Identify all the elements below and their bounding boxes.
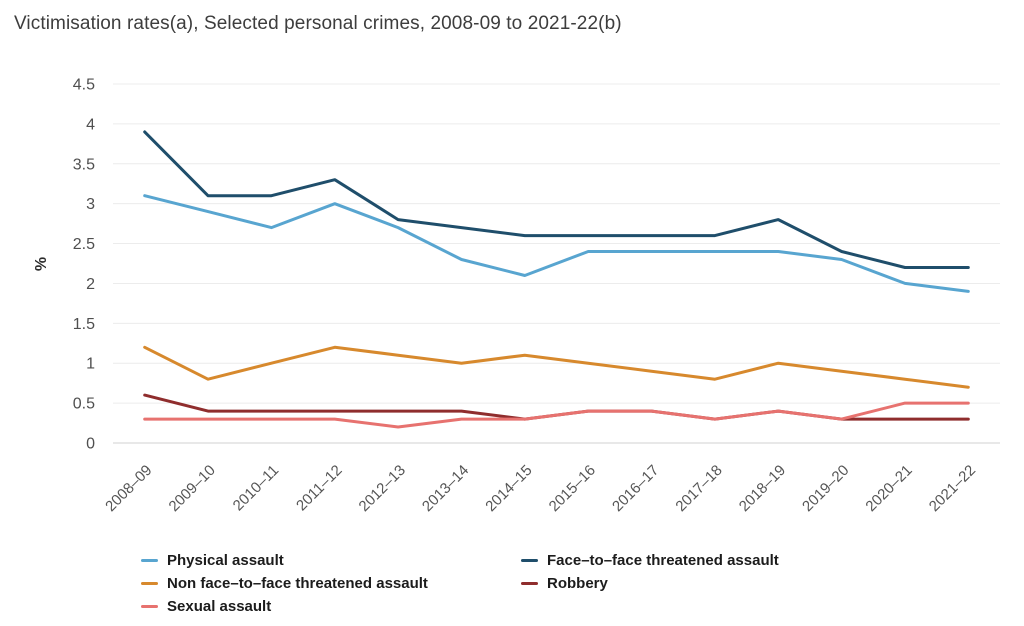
- legend-item-face-to-face-threatened-assault[interactable]: Face–to–face threatened assault: [521, 551, 779, 569]
- y-axis-tick-label: 0.5: [73, 396, 95, 413]
- x-axis-tick-label: 2019–20: [799, 462, 852, 515]
- legend-item-physical-assault[interactable]: Physical assault: [141, 551, 521, 569]
- legend-item-robbery[interactable]: Robbery: [521, 574, 779, 592]
- x-axis-tick-label: 2021–22: [926, 462, 979, 515]
- legend-swatch-physical-assault: [141, 558, 158, 562]
- chart-legend: Physical assault Face–to–face threatened …: [141, 551, 779, 615]
- legend-label: Face–to–face threatened assault: [547, 551, 779, 569]
- y-axis-tick-label: 1: [86, 356, 95, 373]
- y-axis-tick-label: 2: [86, 276, 95, 293]
- y-axis-tick-label: 3: [86, 196, 95, 213]
- legend-item-non-face-to-face-threatened-assault[interactable]: Non face–to–face threatened assault: [141, 574, 521, 592]
- y-axis-tick-label: 4: [86, 116, 95, 133]
- legend-swatch-non-face-to-face-threatened-assault: [141, 581, 158, 585]
- x-axis-tick-label: 2015–16: [546, 462, 599, 515]
- x-axis-tick-label: 2017–18: [672, 462, 725, 515]
- y-axis-tick-label: 3.5: [73, 156, 95, 173]
- series-line-sexual-assault[interactable]: [143, 401, 970, 429]
- legend-label: Non face–to–face threatened assault: [167, 574, 428, 592]
- legend-label: Physical assault: [167, 551, 284, 569]
- y-axis-unit-label: %: [33, 257, 50, 271]
- y-axis-tick-label: 1.5: [73, 316, 95, 333]
- x-axis-tick-label: 2010–11: [230, 462, 283, 515]
- series-line-face-to-face-threatened-assault[interactable]: [143, 130, 970, 269]
- x-axis-tick-label: 2011–12: [293, 462, 346, 515]
- chart-title: Victimisation rates(a), Selected persona…: [14, 13, 622, 34]
- legend-label: Robbery: [547, 574, 608, 592]
- series-line-physical-assault[interactable]: [143, 194, 970, 293]
- x-axis-tick-label: 2018–19: [736, 462, 789, 515]
- x-axis-tick-label: 2008–09: [102, 462, 155, 515]
- x-axis-tick-label: 2012–13: [356, 462, 409, 515]
- victimisation-line-chart: 0 0.5 1 1.5 2 2.5 3 3.5 4 4.5% 2008–09 2009–10 2010–…: [33, 77, 1000, 515]
- series-line-non-face-to-face-threatened-assault[interactable]: [143, 345, 970, 389]
- legend-item-sexual-assault[interactable]: Sexual assault: [141, 597, 521, 615]
- x-axis-tick-label: 2014–15: [482, 462, 535, 515]
- x-axis-tick-label: 2013–14: [419, 462, 472, 515]
- y-axis-tick-label: 0: [86, 436, 95, 453]
- y-axis-tick-label: 2.5: [73, 236, 95, 253]
- legend-label: Sexual assault: [167, 597, 272, 615]
- x-axis-tick-label: 2009–10: [166, 462, 219, 515]
- x-axis-tick-label: 2016–17: [609, 462, 662, 515]
- legend-swatch-robbery: [521, 581, 538, 585]
- legend-swatch-sexual-assault: [141, 604, 158, 608]
- x-axis-tick-label: 2020–21: [862, 462, 915, 515]
- y-axis-tick-label: 4.5: [73, 77, 95, 94]
- legend-swatch-face-to-face-threatened-assault: [521, 558, 538, 562]
